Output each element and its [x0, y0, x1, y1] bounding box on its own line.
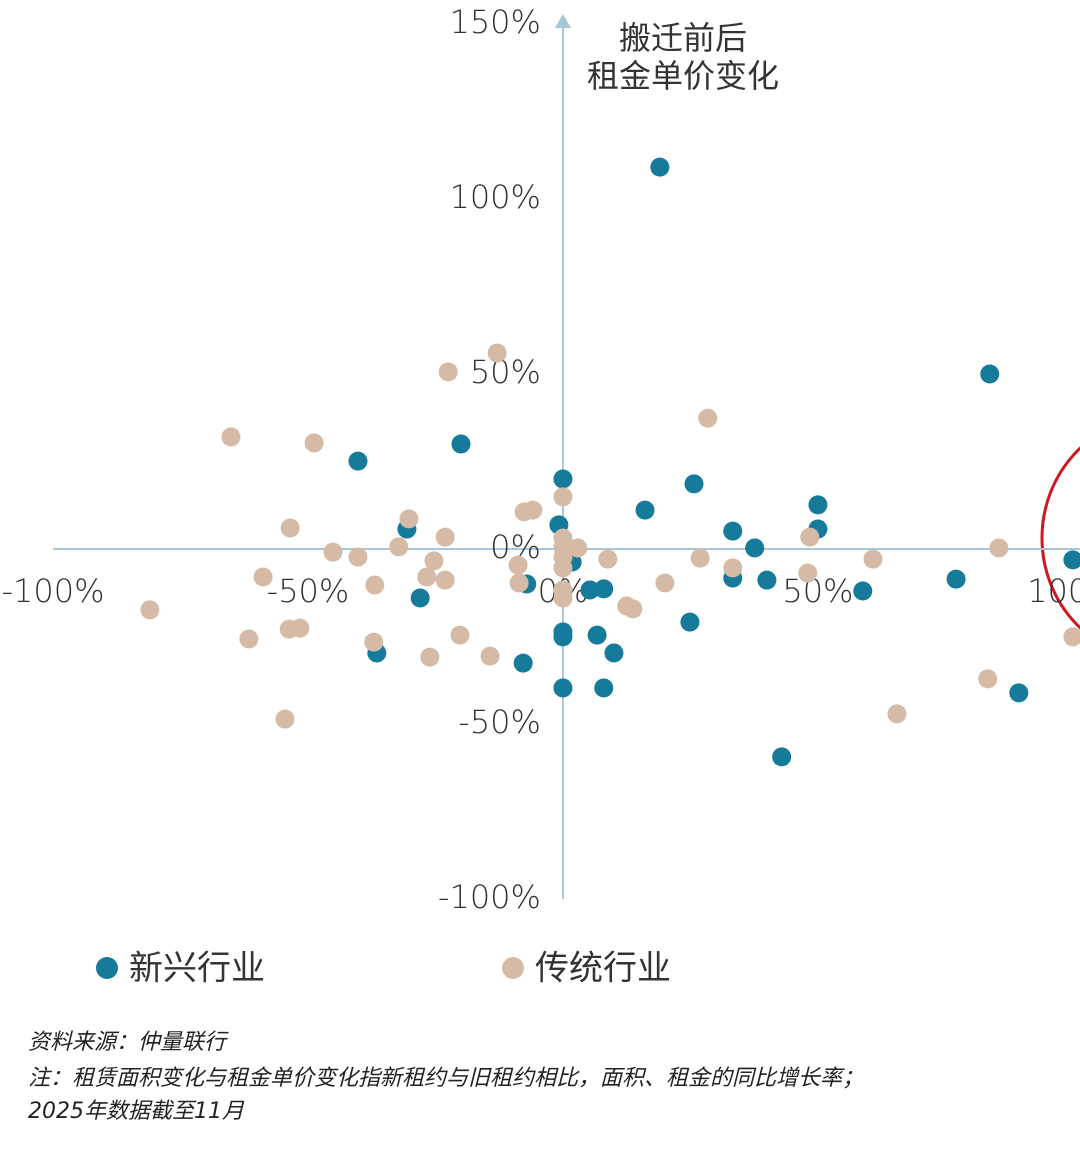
data-point — [304, 433, 324, 453]
data-point — [635, 500, 655, 520]
data-point — [690, 548, 710, 568]
data-point — [798, 563, 818, 583]
data-point — [389, 537, 409, 557]
legend-label: 新兴行业 — [129, 949, 265, 989]
source-note: 资料来源：仲量联行 — [28, 1030, 229, 1055]
y-axis-label: 租金单价变化 — [587, 57, 779, 95]
data-point — [745, 538, 765, 558]
data-point — [290, 618, 310, 638]
data-point — [723, 521, 743, 541]
y-axis-arrow — [554, 14, 571, 28]
x-tick-label: 100% — [1027, 572, 1080, 610]
data-point — [275, 709, 295, 729]
data-point — [808, 495, 828, 515]
legend-marker — [502, 957, 524, 979]
data-point — [450, 625, 470, 645]
data-point — [348, 547, 368, 567]
data-point — [553, 627, 573, 647]
data-point — [420, 647, 440, 667]
x-tick-label: -50% — [267, 572, 350, 610]
data-point — [594, 579, 614, 599]
data-point — [650, 157, 670, 177]
y-tick-label: 50% — [470, 353, 541, 391]
data-point — [514, 502, 534, 522]
data-point — [140, 600, 160, 620]
data-point — [684, 474, 704, 494]
x-tick-label: -100% — [2, 572, 105, 610]
x-tick-label: 50% — [782, 572, 853, 610]
y-axis-label: 搬迁前后 — [619, 19, 747, 57]
data-point — [480, 646, 500, 666]
data-point — [723, 558, 743, 578]
data-point — [989, 538, 1009, 558]
data-point — [253, 567, 273, 587]
data-point — [1063, 627, 1080, 647]
data-point — [980, 364, 1000, 384]
data-point — [800, 527, 820, 547]
data-point — [410, 588, 430, 608]
data-point — [553, 469, 573, 489]
data-point — [438, 362, 458, 382]
footnote: 2025年数据截至11月 — [28, 1099, 245, 1124]
data-point — [399, 509, 419, 529]
data-point — [580, 580, 600, 600]
y-tick-label: -50% — [458, 703, 541, 741]
y-tick-label: 100% — [449, 178, 540, 216]
data-point — [772, 747, 792, 767]
data-point — [587, 625, 607, 645]
data-point — [1063, 550, 1080, 570]
data-point — [1009, 683, 1029, 703]
data-point — [568, 538, 588, 558]
data-point — [509, 573, 529, 593]
data-point — [553, 558, 573, 578]
highlight-circle — [1040, 446, 1080, 630]
data-point — [598, 549, 618, 569]
data-point — [853, 581, 873, 601]
data-point — [451, 434, 471, 454]
data-point — [435, 570, 455, 590]
data-point — [280, 518, 300, 538]
data-point — [221, 427, 241, 447]
y-tick-label: -100% — [438, 878, 541, 916]
data-point — [323, 542, 343, 562]
data-point — [424, 551, 444, 571]
legend-label: 传统行业 — [535, 949, 671, 989]
data-point — [239, 629, 259, 649]
data-point — [887, 704, 907, 724]
y-tick-label: 150% — [449, 3, 540, 41]
footnote: 注：租赁面积变化与租金单价变化指新租约与旧租约相比，面积、租金的同比增长率； — [28, 1066, 864, 1091]
data-point — [417, 567, 437, 587]
data-point — [364, 632, 384, 652]
data-point — [508, 555, 528, 575]
data-point — [698, 408, 718, 428]
legend-marker — [96, 957, 118, 979]
data-point — [946, 569, 966, 589]
data-point — [435, 527, 455, 547]
data-point — [553, 487, 573, 507]
data-point — [487, 343, 507, 363]
data-point — [553, 588, 573, 608]
data-point — [365, 575, 385, 595]
data-point — [604, 643, 624, 663]
data-point — [655, 573, 675, 593]
data-point — [978, 669, 998, 689]
data-point — [623, 599, 643, 619]
data-point — [513, 653, 533, 673]
data-point — [680, 612, 700, 632]
data-point — [757, 570, 777, 590]
data-point — [863, 549, 883, 569]
data-point — [348, 451, 368, 471]
data-point — [553, 678, 573, 698]
data-point — [594, 678, 614, 698]
